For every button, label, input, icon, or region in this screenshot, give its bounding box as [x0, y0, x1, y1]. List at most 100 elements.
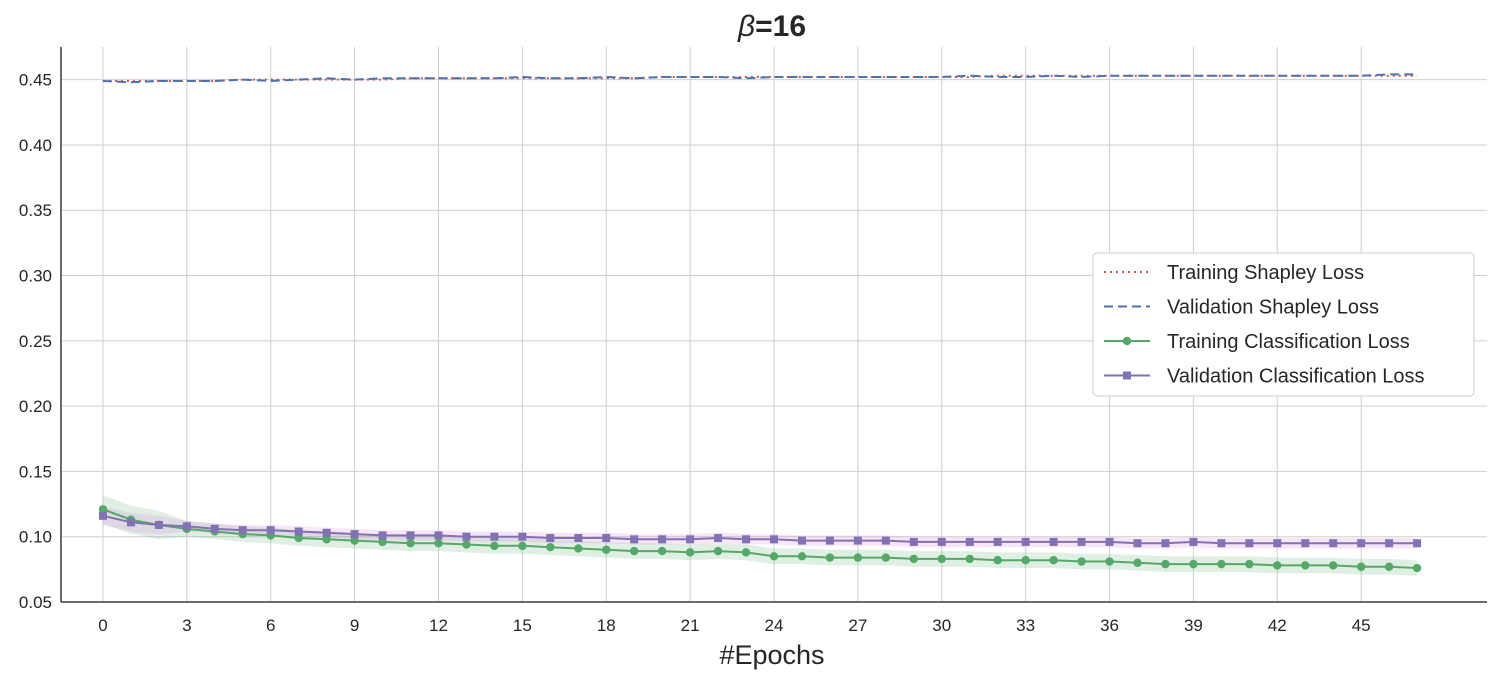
- y-tick-label: 0.25: [19, 332, 52, 351]
- data-point: [546, 534, 555, 543]
- legend-item: Training Classification Loss: [1104, 331, 1410, 353]
- data-point: [294, 527, 303, 536]
- data-point: [937, 537, 946, 546]
- x-tick-label: 18: [597, 616, 616, 635]
- data-point: [1105, 557, 1114, 566]
- legend: Training Shapley Loss Validation Shapley …: [1092, 252, 1475, 397]
- data-point: [909, 554, 919, 564]
- data-point: [518, 532, 527, 541]
- data-point: [965, 554, 974, 564]
- data-point: [630, 535, 639, 544]
- data-point: [770, 535, 778, 544]
- data-point: [294, 533, 303, 543]
- data-point: [490, 532, 499, 541]
- data-point: [434, 539, 443, 548]
- data-point: [1077, 537, 1086, 546]
- data-point: [686, 535, 695, 544]
- data-point: [322, 535, 331, 544]
- x-tick-label: 42: [1268, 616, 1287, 635]
- data-point: [602, 534, 611, 543]
- data-point: [1049, 537, 1058, 546]
- data-point: [714, 534, 723, 543]
- y-tick-label: 0.10: [19, 528, 52, 547]
- data-point: [1021, 537, 1030, 546]
- chart-title-value: =16: [755, 10, 806, 43]
- legend-label: Training Shapley Loss: [1167, 262, 1364, 284]
- x-tick-label: 0: [98, 616, 107, 635]
- data-point: [769, 552, 779, 561]
- x-tick-label: 27: [848, 616, 867, 635]
- confidence-band: [102, 495, 1418, 576]
- data-point: [574, 544, 583, 553]
- legend-label: Validation Classification Loss: [1167, 366, 1425, 388]
- data-point: [1245, 559, 1254, 569]
- data-point: [322, 528, 331, 537]
- series-group: [98, 511, 1422, 548]
- data-point: [1412, 563, 1422, 573]
- x-tick-label: 21: [681, 616, 700, 635]
- data-point: [210, 524, 219, 533]
- data-point: [182, 522, 191, 531]
- data-point: [881, 553, 891, 562]
- data-point: [1385, 539, 1394, 548]
- data-point: [1301, 539, 1310, 548]
- x-tick-label: 12: [429, 616, 448, 635]
- data-point: [1245, 539, 1254, 548]
- data-point: [1021, 556, 1030, 565]
- series-line: [102, 508, 1418, 569]
- series-group: [102, 73, 1418, 84]
- data-point: [98, 505, 108, 514]
- data-point: [853, 536, 862, 545]
- data-point: [350, 536, 359, 545]
- data-point: [1189, 537, 1198, 546]
- data-point: [266, 526, 275, 535]
- data-point: [1356, 562, 1366, 571]
- data-point: [602, 545, 611, 554]
- data-point: [518, 541, 527, 551]
- y-tick-labels: 0.05 0.10 0.15 0.20 0.25 0.30 0.35 0.40 0.45: [19, 71, 52, 612]
- data-point: [1189, 559, 1198, 569]
- data-point: [1413, 539, 1422, 548]
- data-point: [657, 546, 667, 556]
- data-point: [406, 539, 415, 548]
- data-point: [1217, 539, 1226, 548]
- legend-item: Validation Classification Loss: [1104, 366, 1425, 388]
- y-tick-label: 0.05: [19, 593, 52, 612]
- data-point: [1357, 539, 1366, 548]
- data-point: [937, 554, 946, 564]
- data-point: [462, 540, 471, 549]
- data-point: [154, 520, 163, 529]
- chart-title-symbol: β: [737, 10, 755, 43]
- data-point: [1077, 557, 1086, 566]
- y-tick-label: 0.30: [19, 267, 52, 286]
- x-tick-label: 15: [513, 616, 532, 635]
- x-tick-label: 3: [182, 616, 191, 635]
- y-tick-label: 0.40: [19, 136, 52, 155]
- data-point: [629, 546, 639, 556]
- data-point: [126, 518, 135, 527]
- x-tick-label: 6: [266, 616, 275, 635]
- legend-item: Validation Shapley Loss: [1104, 297, 1379, 319]
- data-point: [1133, 558, 1142, 568]
- data-point: [1217, 559, 1226, 569]
- x-tick-label: 36: [1100, 616, 1119, 635]
- series-lines: [98, 73, 1422, 573]
- legend-label: Training Classification Loss: [1167, 331, 1410, 353]
- data-point: [1049, 556, 1058, 565]
- data-point: [713, 546, 723, 556]
- legend-marker: [1122, 336, 1132, 346]
- data-point: [1273, 561, 1282, 570]
- data-point: [378, 531, 387, 540]
- data-point: [98, 511, 107, 520]
- x-axis-title: #Epochs: [719, 640, 824, 670]
- data-point: [1384, 562, 1394, 571]
- data-point: [825, 536, 834, 545]
- axes: [60, 47, 1487, 603]
- data-point: [881, 536, 890, 545]
- confidence-bands: [102, 495, 1418, 576]
- data-point: [741, 548, 751, 557]
- legend-item: Training Shapley Loss: [1104, 262, 1364, 284]
- x-tick-label: 30: [932, 616, 951, 635]
